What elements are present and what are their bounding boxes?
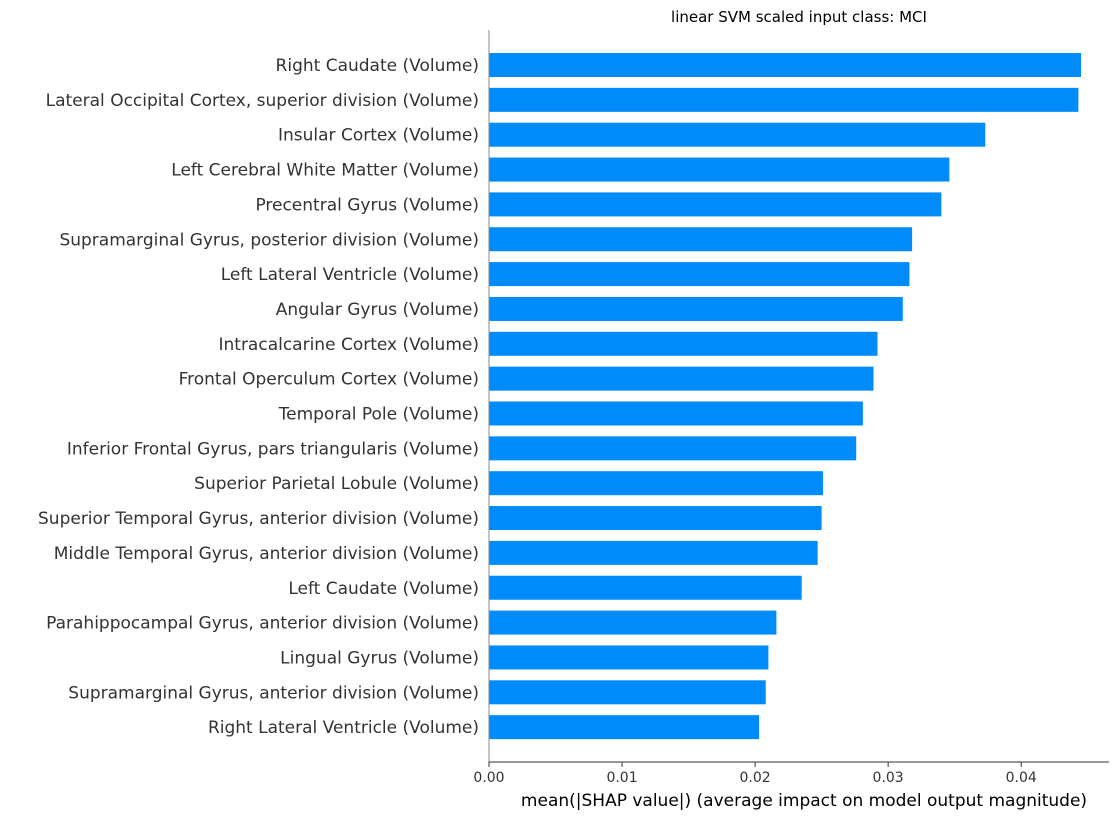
bar-inferior-frontal-gyrus-pars-triangularis-volume [489,436,857,461]
bars-layer [489,53,1082,740]
bar-angular-gyrus-volume [489,296,903,321]
bar-right-caudate-volume [489,53,1082,77]
y-tick-label: Lingual Gyrus (Volume) [280,648,479,668]
x-ticks: 0.00 0.01 0.02 0.03 0.04 [473,762,1037,786]
y-tick-label: Right Caudate (Volume) [276,56,479,76]
bar-insular-cortex-volume [489,122,986,147]
y-tick-label: Right Lateral Ventricle (Volume) [208,718,479,738]
bar-temporal-pole-volume [489,401,863,426]
y-tick-label: Superior Temporal Gyrus, anterior divisi… [38,509,479,529]
y-tick-label: Angular Gyrus (Volume) [276,300,479,320]
y-tick-label: Precentral Gyrus (Volume) [255,195,479,215]
y-tick-label: Inferior Frontal Gyrus, pars triangulari… [67,439,479,459]
y-tick-label: Temporal Pole (Volume) [278,405,479,425]
x-tick-label: 0.01 [606,770,637,786]
bar-precentral-gyrus-volume [489,192,942,217]
bar-supramarginal-gyrus-posterior-division-volume [489,227,913,252]
x-tick-label: 0.04 [1006,770,1037,786]
y-tick-label: Supramarginal Gyrus, anterior division (… [68,683,479,703]
bar-parahippocampal-gyrus-anterior-division-volume [489,610,777,635]
bar-right-lateral-ventricle-volume [489,715,760,740]
x-axis-label: mean(|SHAP value|) (average impact on mo… [521,791,1087,811]
y-tick-label: Frontal Operculum Cortex (Volume) [179,370,479,390]
x-tick-label: 0.03 [873,770,904,786]
bar-left-cerebral-white-matter-volume [489,157,950,182]
y-tick-label: Intracalcarine Cortex (Volume) [218,335,479,355]
y-tick-label: Left Lateral Ventricle (Volume) [221,265,479,285]
y-tick-label: Insular Cortex (Volume) [278,126,479,146]
bar-lingual-gyrus-volume [489,645,769,670]
y-tick-label: Lateral Occipital Cortex, superior divis… [46,91,479,111]
x-tick-label: 0.00 [473,770,504,786]
y-tick-label: Parahippocampal Gyrus, anterior division… [46,614,479,634]
bar-left-caudate-volume [489,575,802,600]
y-tick-label: Left Cerebral White Matter (Volume) [171,161,479,181]
bar-superior-temporal-gyrus-anterior-division-volume [489,506,822,531]
y-tick-label: Middle Temporal Gyrus, anterior division… [54,544,479,564]
y-tick-label: Supramarginal Gyrus, posterior division … [59,230,479,250]
bar-supramarginal-gyrus-anterior-division-volume [489,680,766,705]
y-tick-label: Superior Parietal Lobule (Volume) [194,474,479,494]
bar-lateral-occipital-cortex-superior-division-volume [489,87,1079,112]
chart-title: linear SVM scaled input class: MCI [671,8,927,26]
y-tick-label: Left Caudate (Volume) [288,579,479,599]
bar-middle-temporal-gyrus-anterior-division-volume [489,540,818,565]
bar-frontal-operculum-cortex-volume [489,366,874,391]
bar-intracalcarine-cortex-volume [489,331,878,356]
x-tick-label: 0.02 [740,770,771,786]
y-tick-labels: Right Caudate (Volume) Lateral Occipital … [38,56,479,738]
bar-superior-parietal-lobule-volume [489,471,823,496]
bar-left-lateral-ventricle-volume [489,262,910,287]
